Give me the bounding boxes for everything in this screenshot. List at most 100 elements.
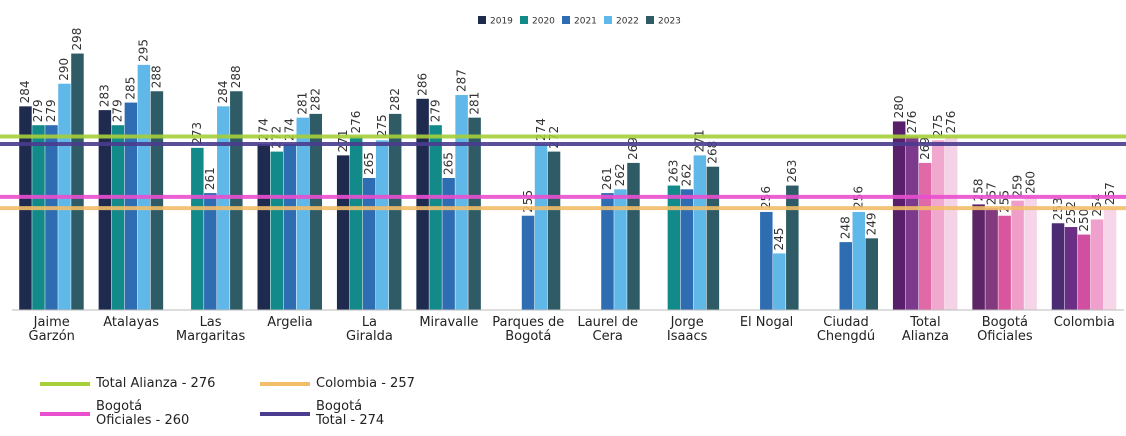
legend-label: 2022: [616, 17, 639, 27]
value-label: 281: [467, 92, 481, 115]
x-tick-label: Miravalle: [419, 315, 479, 330]
x-tick-label: Laurel de Cera: [577, 315, 638, 344]
bar: [71, 53, 84, 311]
bar: [1103, 208, 1117, 310]
x-tick-label: Argelia: [267, 315, 313, 330]
bar: [985, 208, 998, 310]
bar: [667, 185, 681, 310]
value-label: 269: [918, 137, 932, 160]
value-label: 249: [865, 212, 879, 235]
x-tick-label: Jaime Garzón: [28, 315, 75, 344]
value-label: 265: [362, 152, 376, 175]
x-tick-label: La Giralda: [346, 315, 393, 344]
bar: [111, 125, 125, 310]
bar: [1090, 219, 1104, 310]
value-label: 269: [626, 137, 640, 160]
legend-label: Colombia - 257: [316, 376, 415, 391]
x-tick-label: Atalayas: [103, 315, 160, 330]
bar: [349, 136, 363, 310]
bar: [283, 144, 296, 310]
bar: [627, 162, 640, 310]
legend-label: 2019: [490, 17, 513, 27]
legend-swatch: [646, 16, 654, 24]
value-label: 248: [839, 216, 853, 239]
bar: [1064, 227, 1078, 310]
bar: [786, 185, 799, 310]
bar: [150, 91, 164, 310]
x-tick-label: Parques de Bogotá: [492, 315, 565, 344]
bar: [270, 151, 283, 310]
value-label: 276: [349, 111, 363, 134]
bar: [944, 136, 958, 310]
bar: [309, 113, 322, 310]
bar: [1011, 200, 1024, 310]
bar: [601, 193, 614, 310]
bar: [521, 215, 535, 310]
value-label: 261: [203, 167, 217, 190]
legend-label: Bogotá Oficiales - 260: [96, 399, 190, 428]
value-label: 284: [216, 80, 230, 103]
value-label: 245: [772, 228, 786, 251]
bar: [1024, 196, 1037, 310]
bar: [852, 211, 865, 310]
bar: [336, 155, 350, 310]
legend-label: 2023: [658, 17, 681, 27]
bar: [296, 117, 309, 311]
bar: [429, 125, 442, 310]
x-tick-label: Bogotá Oficiales: [977, 315, 1033, 344]
legend-label: 2020: [532, 17, 555, 27]
value-label: 261: [600, 167, 614, 190]
value-label: 290: [57, 58, 71, 81]
x-tick-label: Ciudad Chengdú: [816, 315, 876, 344]
value-label: 254: [1090, 194, 1104, 217]
value-label: 298: [70, 28, 84, 51]
value-label: 282: [388, 88, 402, 111]
bar: [416, 98, 429, 310]
bar: [547, 151, 561, 310]
bar: [534, 144, 548, 310]
value-label: 284: [18, 80, 32, 103]
value-label: 288: [229, 65, 243, 88]
bar: [375, 140, 389, 310]
bar: [760, 211, 773, 310]
value-label: 252: [1064, 201, 1078, 224]
legend-swatch: [604, 16, 612, 24]
value-label: 279: [31, 99, 45, 122]
value-label: 262: [680, 163, 694, 186]
value-label: 268: [706, 141, 720, 164]
value-label: 259: [1010, 175, 1024, 198]
value-label: 288: [150, 65, 164, 88]
bar: [839, 242, 852, 310]
legend-swatch: [478, 16, 486, 24]
bar: [137, 64, 151, 310]
bar: [905, 136, 919, 310]
value-label: 287: [454, 69, 468, 92]
value-label: 276: [905, 111, 919, 134]
value-label: 279: [44, 99, 58, 122]
value-label: 286: [415, 73, 429, 96]
value-label: 265: [441, 152, 455, 175]
value-label: 279: [111, 99, 125, 122]
bar: [972, 204, 985, 310]
value-label: 282: [309, 88, 323, 111]
bar: [918, 162, 932, 310]
bar: [32, 125, 45, 310]
bar: [773, 253, 786, 310]
value-label: 281: [296, 92, 310, 115]
value-label: 280: [892, 96, 906, 119]
bar: [892, 121, 906, 310]
value-label: 260: [1023, 171, 1037, 194]
bar: [865, 238, 878, 310]
x-tick-label: Jorge Isaacs: [666, 315, 708, 344]
legend-label: Total Alianza - 276: [96, 376, 216, 391]
value-label: 295: [137, 39, 151, 62]
bar: [706, 166, 720, 310]
bar: [362, 178, 376, 310]
x-tick-label: Las Margaritas: [175, 315, 246, 344]
value-label: 263: [785, 160, 799, 183]
bar: [45, 125, 58, 310]
bar: [1077, 234, 1091, 310]
bar: [455, 95, 468, 311]
